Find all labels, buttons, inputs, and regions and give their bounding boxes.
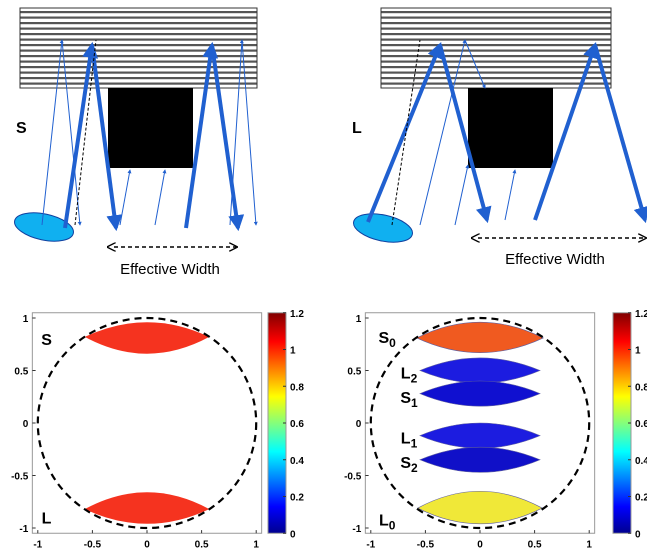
region-letter: S	[41, 332, 52, 349]
caption: Effective Width	[505, 251, 605, 268]
region-letter: S	[400, 390, 411, 407]
y-tick-label: -0.5	[11, 472, 29, 483]
region-label: L	[42, 511, 52, 528]
diagram-l	[351, 8, 645, 247]
region-subscript: 0	[389, 336, 396, 350]
y-tick-label: 0.5	[347, 367, 361, 378]
caption: Effective Width	[120, 261, 220, 278]
region-subscript: 0	[389, 519, 396, 533]
colorbar-tick-label: 1.2	[290, 309, 304, 320]
region-letter: L	[401, 366, 411, 383]
y-tick-label: 0.5	[14, 367, 28, 378]
region-subscript: 2	[411, 372, 418, 386]
region-subscript: 2	[411, 461, 418, 475]
region-letter: L	[42, 511, 52, 528]
y-tick-label: 0	[356, 419, 362, 430]
diagram-s	[12, 8, 257, 247]
colorbar-tick-label: 0.2	[290, 493, 304, 504]
x-tick-label: 0.5	[528, 539, 542, 550]
x-tick-label: 0	[144, 539, 150, 550]
colorbar-tick-label: 1.2	[635, 309, 647, 320]
colorbar-tick-label: 0.6	[290, 419, 304, 430]
region-letter: L	[401, 431, 411, 448]
x-tick-label: 0.5	[195, 539, 209, 550]
y-tick-label: -0.5	[344, 472, 362, 483]
x-tick-label: -1	[33, 539, 42, 550]
x-tick-label: -0.5	[84, 539, 102, 550]
x-tick-label: -0.5	[417, 539, 435, 550]
x-tick-label: 0	[477, 539, 483, 550]
panel-label: L	[352, 120, 362, 137]
colorbar-tick-label: 1	[635, 346, 641, 357]
region-subscript: 1	[411, 396, 418, 410]
x-tick-label: 1	[253, 539, 259, 550]
colorbar-tick-label: 0	[635, 529, 641, 540]
region-label: S	[41, 332, 52, 349]
colorbar-tick-label: 0.6	[635, 419, 647, 430]
y-tick-label: 1	[23, 314, 29, 325]
colorbar-tick-label: 0.8	[290, 382, 304, 393]
x-tick-label: 1	[586, 539, 592, 550]
region-letter: S	[400, 455, 411, 472]
panel-label: S	[16, 120, 27, 137]
colorbar-tick-label: 0.4	[290, 456, 304, 467]
colorbar-tick-label: 0.8	[635, 382, 647, 393]
x-tick-label: -1	[366, 539, 375, 550]
y-tick-label: 0	[23, 419, 29, 430]
region-subscript: 1	[411, 437, 418, 451]
region-letter: S	[379, 330, 390, 347]
y-tick-label: -1	[352, 524, 361, 535]
colorbar-tick-label: 0.2	[635, 493, 647, 504]
colorbar-tick-label: 1	[290, 346, 296, 357]
colorbar-tick-label: 0.4	[635, 456, 647, 467]
y-tick-label: -1	[19, 524, 28, 535]
y-tick-label: 1	[356, 314, 362, 325]
region-letter: L	[379, 513, 389, 530]
figure: S Effective Width L Effective Width -1 -0…	[0, 0, 647, 553]
colorbar-tick-label: 0	[290, 529, 296, 540]
